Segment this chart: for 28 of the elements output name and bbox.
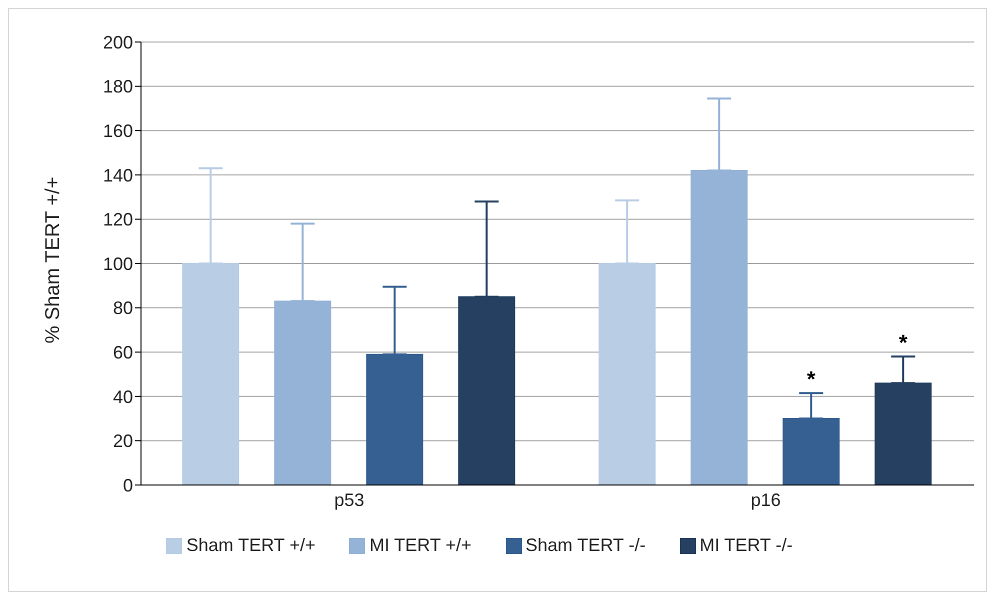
y-tick-label: 140 (102, 165, 133, 186)
y-tick-label: 160 (102, 120, 133, 141)
y-tick-label: 60 (112, 342, 133, 362)
legend-label: MI TERT +/+ (369, 535, 472, 555)
y-axis-title: % Sham TERT +/+ (42, 176, 64, 344)
y-tick-label: 180 (102, 76, 133, 97)
y-tick-label: 40 (112, 386, 133, 407)
y-tick-label: 200 (102, 32, 133, 52)
bar (874, 382, 932, 485)
bar (182, 263, 240, 485)
annotation: * (898, 330, 908, 355)
bar (782, 418, 840, 485)
bar (598, 263, 656, 485)
y-tick-label: 100 (102, 254, 133, 274)
y-tick-label: 120 (102, 210, 133, 230)
x-tick-label: p53 (334, 490, 364, 510)
bar (690, 170, 748, 485)
legend-label: MI TERT -/- (700, 535, 793, 555)
legend-label: Sham TERT +/+ (186, 535, 316, 555)
bar (274, 300, 332, 485)
y-tick-label: 80 (112, 298, 133, 318)
annotation: * (806, 366, 816, 392)
x-tick-label: p16 (750, 490, 781, 510)
y-tick-label: 0 (122, 475, 133, 496)
y-tick-label: 20 (112, 431, 133, 452)
legend-label: Sham TERT -/- (526, 535, 646, 555)
bar (366, 354, 424, 485)
bar (458, 296, 516, 485)
